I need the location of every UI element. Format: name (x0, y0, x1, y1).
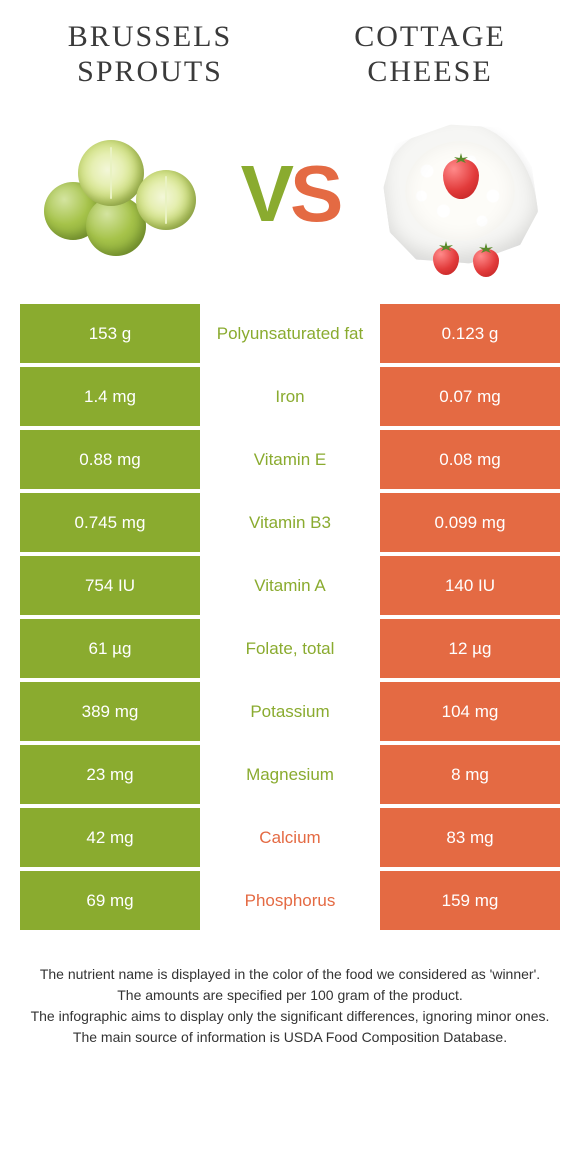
left-value: 389 mg (20, 682, 200, 741)
table-row: 42 mgCalcium83 mg (20, 808, 560, 867)
footnote-line: The amounts are specified per 100 gram o… (30, 985, 550, 1006)
brussels-sprouts-image (30, 104, 210, 284)
nutrient-label: Magnesium (200, 745, 380, 804)
left-value: 153 g (20, 304, 200, 363)
left-value: 42 mg (20, 808, 200, 867)
vs-s: S (290, 149, 339, 238)
right-value: 8 mg (380, 745, 560, 804)
right-value: 0.099 mg (380, 493, 560, 552)
nutrient-label: Iron (200, 367, 380, 426)
left-title: BRUSSELS SPROUTS (40, 20, 260, 89)
nutrient-label: Vitamin E (200, 430, 380, 489)
left-value: 61 µg (20, 619, 200, 678)
nutrient-label: Folate, total (200, 619, 380, 678)
table-row: 69 mgPhosphorus159 mg (20, 871, 560, 930)
right-value: 12 µg (380, 619, 560, 678)
images-row: VS (0, 99, 580, 304)
table-row: 61 µgFolate, total12 µg (20, 619, 560, 678)
right-value: 159 mg (380, 871, 560, 930)
right-value: 83 mg (380, 808, 560, 867)
vs-label: VS (241, 154, 340, 234)
nutrient-label: Polyunsaturated fat (200, 304, 380, 363)
left-value: 754 IU (20, 556, 200, 615)
nutrient-label: Potassium (200, 682, 380, 741)
right-value: 0.123 g (380, 304, 560, 363)
left-value: 69 mg (20, 871, 200, 930)
table-row: 153 gPolyunsaturated fat0.123 g (20, 304, 560, 363)
footnote-line: The main source of information is USDA F… (30, 1027, 550, 1048)
right-value: 104 mg (380, 682, 560, 741)
right-value: 0.07 mg (380, 367, 560, 426)
left-value: 1.4 mg (20, 367, 200, 426)
nutrient-label: Phosphorus (200, 871, 380, 930)
table-row: 0.88 mgVitamin E0.08 mg (20, 430, 560, 489)
comparison-table: 153 gPolyunsaturated fat0.123 g1.4 mgIro… (20, 304, 560, 934)
table-row: 389 mgPotassium104 mg (20, 682, 560, 741)
vs-v: V (241, 149, 290, 238)
footnote-line: The nutrient name is displayed in the co… (30, 964, 550, 985)
nutrient-label: Vitamin B3 (200, 493, 380, 552)
table-row: 754 IUVitamin A140 IU (20, 556, 560, 615)
left-value: 23 mg (20, 745, 200, 804)
nutrient-label: Vitamin A (200, 556, 380, 615)
footnote-line: The infographic aims to display only the… (30, 1006, 550, 1027)
right-title: COTTAGE CHEESE (320, 20, 540, 89)
right-value: 0.08 mg (380, 430, 560, 489)
footnotes: The nutrient name is displayed in the co… (30, 964, 550, 1048)
left-value: 0.88 mg (20, 430, 200, 489)
table-row: 23 mgMagnesium8 mg (20, 745, 560, 804)
header: BRUSSELS SPROUTS COTTAGE CHEESE (0, 0, 580, 99)
nutrient-label: Calcium (200, 808, 380, 867)
table-row: 1.4 mgIron0.07 mg (20, 367, 560, 426)
cottage-cheese-image (370, 104, 550, 284)
table-row: 0.745 mgVitamin B30.099 mg (20, 493, 560, 552)
right-value: 140 IU (380, 556, 560, 615)
left-value: 0.745 mg (20, 493, 200, 552)
